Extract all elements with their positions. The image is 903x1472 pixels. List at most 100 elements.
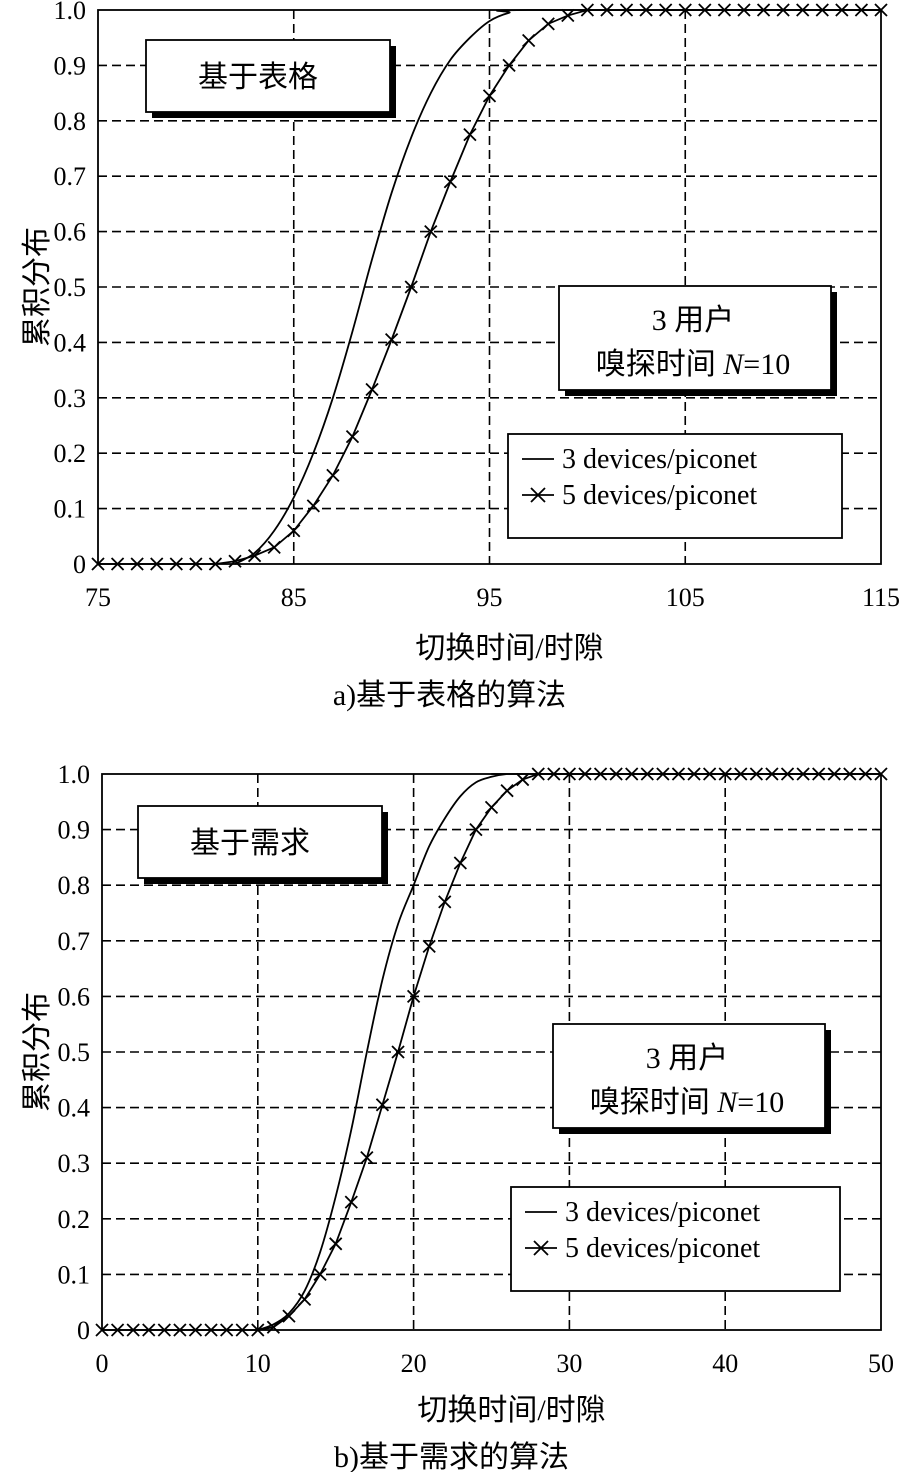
legend-frame <box>507 433 843 539</box>
title-box-text: 基于表格 <box>198 61 318 94</box>
y-axis-label: 累积分布 <box>21 992 54 1112</box>
x-tick-label: 95 <box>477 583 503 612</box>
title-box-text: 基于需求 <box>190 827 310 860</box>
x-marker-point <box>749 767 763 781</box>
x-marker-point <box>297 1292 312 1307</box>
y-tick-label: 1.0 <box>58 760 91 789</box>
y-tick-label: 0.6 <box>58 982 91 1011</box>
x-marker-point <box>484 800 499 814</box>
series-line-3-devices <box>257 773 881 1331</box>
info-sniff-var: N <box>716 1086 739 1119</box>
x-marker-point <box>687 767 701 781</box>
x-marker-point <box>126 1323 140 1337</box>
x-marker-point <box>142 1323 156 1337</box>
title-box-frame <box>145 39 391 113</box>
x-axis-label: 切换时间/时隙 <box>417 1394 605 1427</box>
x-marker-point <box>854 3 869 17</box>
x-marker-point <box>188 1323 203 1337</box>
x-marker-point <box>365 382 379 397</box>
x-marker-point <box>375 1098 390 1112</box>
info-sniff-value: =10 <box>743 348 790 381</box>
x-marker-point <box>251 1323 265 1337</box>
x-marker-point <box>625 767 639 781</box>
x-marker-point <box>516 772 530 787</box>
x-marker-point <box>463 128 477 142</box>
plot-frame <box>97 9 882 565</box>
x-marker-point <box>173 1323 187 1337</box>
y-tick-label: 0.2 <box>58 1205 91 1234</box>
x-tick-label: 105 <box>666 583 705 612</box>
x-marker-point <box>360 1151 374 1165</box>
y-tick-label: 0.9 <box>54 51 87 80</box>
legend-entry: 3 devices/piconet <box>562 444 757 475</box>
x-marker-point <box>453 856 467 870</box>
x-tick-label: 75 <box>85 583 111 612</box>
x-marker-point <box>443 175 457 189</box>
legend-x-marker <box>533 1240 549 1256</box>
x-marker-point <box>326 468 340 482</box>
x-marker-point <box>306 499 320 513</box>
x-marker-point <box>639 3 653 17</box>
x-marker-point <box>344 1195 358 1209</box>
info-sniff-var: N <box>722 348 745 381</box>
x-marker-point <box>384 332 399 347</box>
chart-b: 0 0.1 0.2 0.3 0.4 0.5 0.6 0.7 0.8 0.9 1.0 0 10 20 30 40… <box>21 760 894 1472</box>
x-marker-point <box>531 767 545 781</box>
info-sniff-text: 嗅探时间 N=10 <box>596 348 790 381</box>
x-marker-point <box>796 767 810 781</box>
y-tick-label: 0.5 <box>58 1038 91 1067</box>
info-box-frame <box>558 285 832 391</box>
x-axis-label: 切换时间/时隙 <box>415 632 603 665</box>
x-marker-point <box>247 549 262 563</box>
x-marker-point <box>562 767 577 781</box>
x-marker-point <box>678 3 692 17</box>
legend-entry: 5 devices/piconet <box>562 480 757 511</box>
x-marker-point <box>659 3 673 17</box>
x-marker-point <box>313 1267 327 1282</box>
x-marker-point <box>541 17 555 31</box>
y-tick-label: 1.0 <box>54 0 87 25</box>
x-marker-point <box>228 554 242 568</box>
x-marker-point <box>874 3 888 17</box>
x-tick-label: 10 <box>245 1349 271 1378</box>
legend-entry: 3 devices/piconet <box>565 1197 760 1228</box>
x-marker-point <box>812 767 826 781</box>
info-users-text: 3 用户 <box>652 304 735 337</box>
x-marker-point <box>220 1323 234 1337</box>
x-marker-point <box>580 3 595 17</box>
series-line-3-devices <box>234 9 881 565</box>
x-marker-point <box>593 767 608 781</box>
x-marker-point <box>780 767 795 781</box>
x-marker-point <box>482 89 497 103</box>
x-marker-point <box>502 58 516 73</box>
x-marker-point <box>91 557 105 571</box>
y-tick-label: 0.8 <box>58 871 91 900</box>
info-users-text: 3 用户 <box>646 1042 729 1075</box>
y-tick-label: 0.7 <box>54 162 87 191</box>
title-box-frame <box>137 805 383 879</box>
x-marker-point <box>600 3 614 17</box>
y-tick-label: 0.8 <box>54 107 87 136</box>
legend: 3 devices/piconet 5 devices/piconet <box>507 433 843 539</box>
x-marker-point <box>438 895 452 909</box>
x-marker-point <box>345 429 360 444</box>
chart-a: 0 0.1 0.2 0.3 0.4 0.5 0.6 0.7 0.8 0.9 1.0 75 85 95 105… <box>21 0 900 712</box>
x-marker-point <box>391 1045 405 1059</box>
y-tick-label: 0.1 <box>54 495 87 524</box>
x-marker-point <box>500 784 514 798</box>
x-marker-point <box>469 822 483 837</box>
info-sniff-value: =10 <box>737 1086 784 1119</box>
title-box: 基于表格 <box>145 39 396 118</box>
x-marker-point <box>282 1309 296 1323</box>
y-axis-label: 累积分布 <box>21 227 54 347</box>
x-marker-point <box>204 1323 218 1337</box>
x-marker-point <box>874 767 888 781</box>
x-marker-point <box>578 767 592 781</box>
legend-frame <box>510 1186 841 1292</box>
info-sniff-label: 嗅探时间 <box>596 348 724 381</box>
x-marker-point <box>609 767 623 781</box>
x-marker-point <box>776 3 790 17</box>
legend: 3 devices/piconet 5 devices/piconet <box>510 1186 841 1292</box>
